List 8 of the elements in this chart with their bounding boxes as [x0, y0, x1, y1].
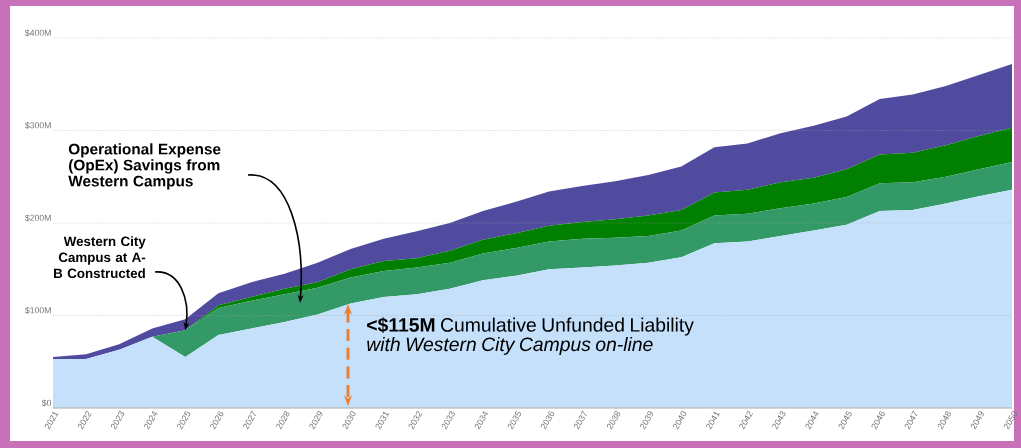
annotation: Western City Campus at A-B Constructed	[54, 236, 146, 279]
y-tick-label: $400M	[24, 29, 51, 37]
y-tick-label: $300M	[24, 121, 51, 129]
y-tick-label: $100M	[24, 306, 51, 314]
annotation: Operational Expense (OpEx) Savings from Western Campus	[68, 143, 221, 190]
y-tick-label: $0	[41, 399, 52, 407]
y-tick-label: $200M	[24, 214, 51, 222]
annotation: <$115M Cumulative Unfunded Liability with Western City Campus on-line	[367, 317, 694, 355]
